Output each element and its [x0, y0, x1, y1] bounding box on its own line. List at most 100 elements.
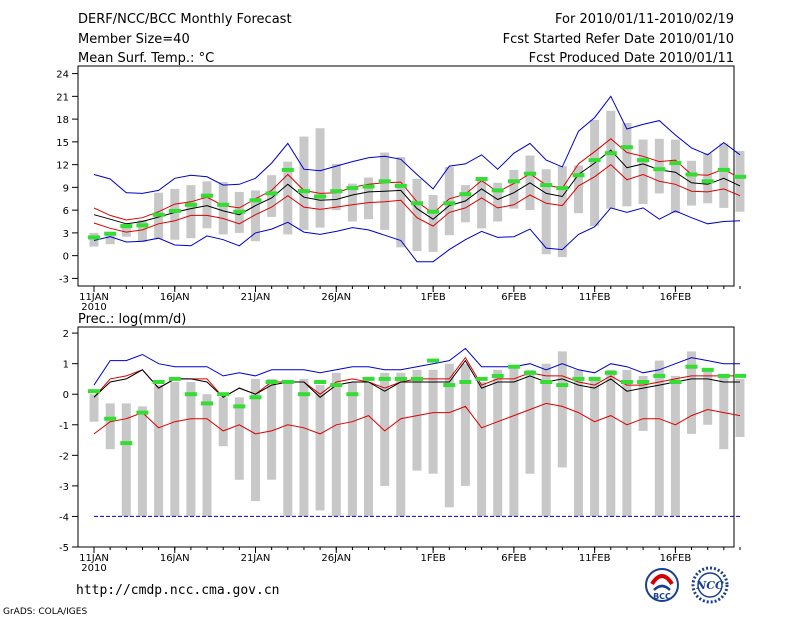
- source-url: http://cmdp.ncc.cma.gov.cn: [76, 583, 280, 598]
- temp-xtick-label: 11JAN: [79, 292, 109, 303]
- precip-member-box: [299, 378, 309, 517]
- precip-member-box: [428, 369, 438, 474]
- precip-observed-marker: [637, 380, 650, 384]
- temp-observed-marker: [249, 198, 262, 203]
- precip-observed-marker: [88, 389, 100, 394]
- temp-observed-marker: [459, 192, 472, 197]
- precip-member-box: [509, 366, 519, 517]
- precip-observed-marker: [346, 392, 359, 397]
- precip-member-box: [638, 375, 648, 431]
- precip-observed-marker: [281, 380, 294, 384]
- precip-xtick-label: 6FEB: [501, 553, 526, 564]
- temp-observed-marker: [653, 167, 666, 172]
- temp-member-box: [719, 143, 729, 208]
- precip-year-label: 2010: [81, 563, 106, 574]
- precip-member-box: [412, 369, 422, 471]
- temp-member-box: [670, 139, 680, 214]
- precipitation-panel: -5 -4 -3 -2 -1 0 1 2 11JAN 16JAN 21JAN 26JAN 1FEB 6FE…: [59, 326, 746, 574]
- precip-member-box: [687, 351, 696, 434]
- temp-ytick-label: 6: [63, 206, 69, 217]
- temp-member-box: [89, 232, 99, 247]
- precip-member-box: [186, 382, 196, 517]
- precip-observed-marker: [411, 376, 423, 381]
- precip-ytick-label: -3: [59, 482, 69, 493]
- temp-xtick-label: 11FEB: [579, 292, 611, 303]
- temp-observed-marker: [378, 179, 391, 184]
- precip-member-box: [331, 372, 341, 517]
- precip-observed-marker: [540, 380, 553, 384]
- precip-line-ensemble-mean: [93, 359, 740, 398]
- precip-observed-marker: [217, 392, 230, 397]
- precip-member-box: [218, 397, 228, 447]
- temp-observed-marker: [314, 194, 327, 199]
- precip-member-box: [154, 385, 164, 517]
- precip-observed-marker: [717, 373, 730, 378]
- bcc-logo-swirl-red: [650, 574, 674, 586]
- temp-member-box: [735, 151, 745, 212]
- temp-member-box: [267, 175, 277, 217]
- temp-observed-marker: [394, 183, 407, 188]
- temp-observed-marker: [524, 171, 536, 176]
- precip-observed-marker: [701, 367, 714, 372]
- precip-observed-marker: [314, 380, 327, 384]
- temp-observed-marker: [104, 231, 117, 236]
- temp-member-box: [703, 153, 713, 204]
- bcc-logo: BCC: [645, 568, 679, 602]
- precip-panel-title: Prec.: log(mm/d): [78, 312, 186, 327]
- precip-observed-marker: [394, 376, 407, 381]
- temp-observed-marker: [588, 158, 601, 163]
- temp-ytick-label: 0: [63, 252, 69, 263]
- temp-observed-marker: [201, 193, 213, 198]
- grads-credit: GrADS: COLA/IGES: [3, 607, 87, 617]
- precip-observed-marker: [524, 370, 536, 375]
- precip-xtick-label: 16FEB: [660, 553, 692, 564]
- precip-observed-marker: [620, 380, 633, 384]
- precip-member-box: [121, 403, 131, 517]
- temp-ytick-label: 12: [56, 161, 69, 172]
- precip-ytick-label: 2: [63, 329, 69, 340]
- variable-label: Mean Surf. Temp.: °C: [78, 51, 214, 66]
- precip-member-box: [170, 382, 180, 517]
- figure-title: DERF/NCC/BCC Monthly Forecast: [78, 12, 292, 27]
- temp-observed-marker: [572, 173, 585, 178]
- precip-observed-marker: [734, 373, 746, 378]
- temp-observed-marker: [184, 202, 197, 207]
- bcc-logo-text: BCC: [653, 592, 671, 601]
- temp-observed-marker: [330, 189, 343, 194]
- temp-observed-marker: [411, 201, 423, 206]
- temp-member-box: [105, 232, 115, 245]
- temp-observed-marker: [556, 186, 569, 191]
- temp-xtick-label: 16FEB: [660, 292, 692, 303]
- precip-observed-marker: [427, 358, 440, 363]
- precip-member-box: [315, 385, 325, 511]
- forecast-period: For 2010/01/11-2010/02/19: [555, 12, 734, 27]
- temp-xtick-label: 26JAN: [321, 292, 351, 303]
- precip-ytick-label: 1: [63, 360, 69, 371]
- precip-observed-marker: [378, 376, 391, 381]
- temp-ytick-label: -3: [59, 274, 69, 285]
- temp-line-mean-spread: [93, 163, 741, 233]
- temp-member-box: [638, 139, 648, 205]
- precip-observed-marker: [330, 383, 343, 388]
- temp-member-box: [283, 161, 293, 235]
- precip-observed-marker: [556, 383, 569, 388]
- precip-member-box: [283, 382, 293, 517]
- temp-observed-marker: [281, 167, 294, 172]
- temp-xtick-label: 21JAN: [241, 292, 271, 303]
- temp-observed-marker: [669, 161, 682, 166]
- precip-member-box: [234, 397, 244, 480]
- temp-observed-marker: [491, 188, 504, 193]
- precip-member-box: [574, 369, 583, 517]
- precip-observed-marker: [604, 370, 617, 375]
- precip-ytick-label: -5: [59, 543, 69, 554]
- precip-observed-marker: [588, 376, 601, 381]
- precip-xtick-label: 11JAN: [79, 553, 109, 564]
- temp-member-box: [364, 177, 373, 220]
- temp-observed-marker: [540, 183, 553, 188]
- precip-observed-marker: [443, 383, 456, 388]
- precip-ytick-label: -1: [59, 421, 69, 432]
- precip-member-box: [493, 369, 503, 517]
- precip-member-box: [396, 372, 406, 517]
- temp-observed-marker: [620, 145, 633, 150]
- temp-observed-marker: [701, 179, 714, 184]
